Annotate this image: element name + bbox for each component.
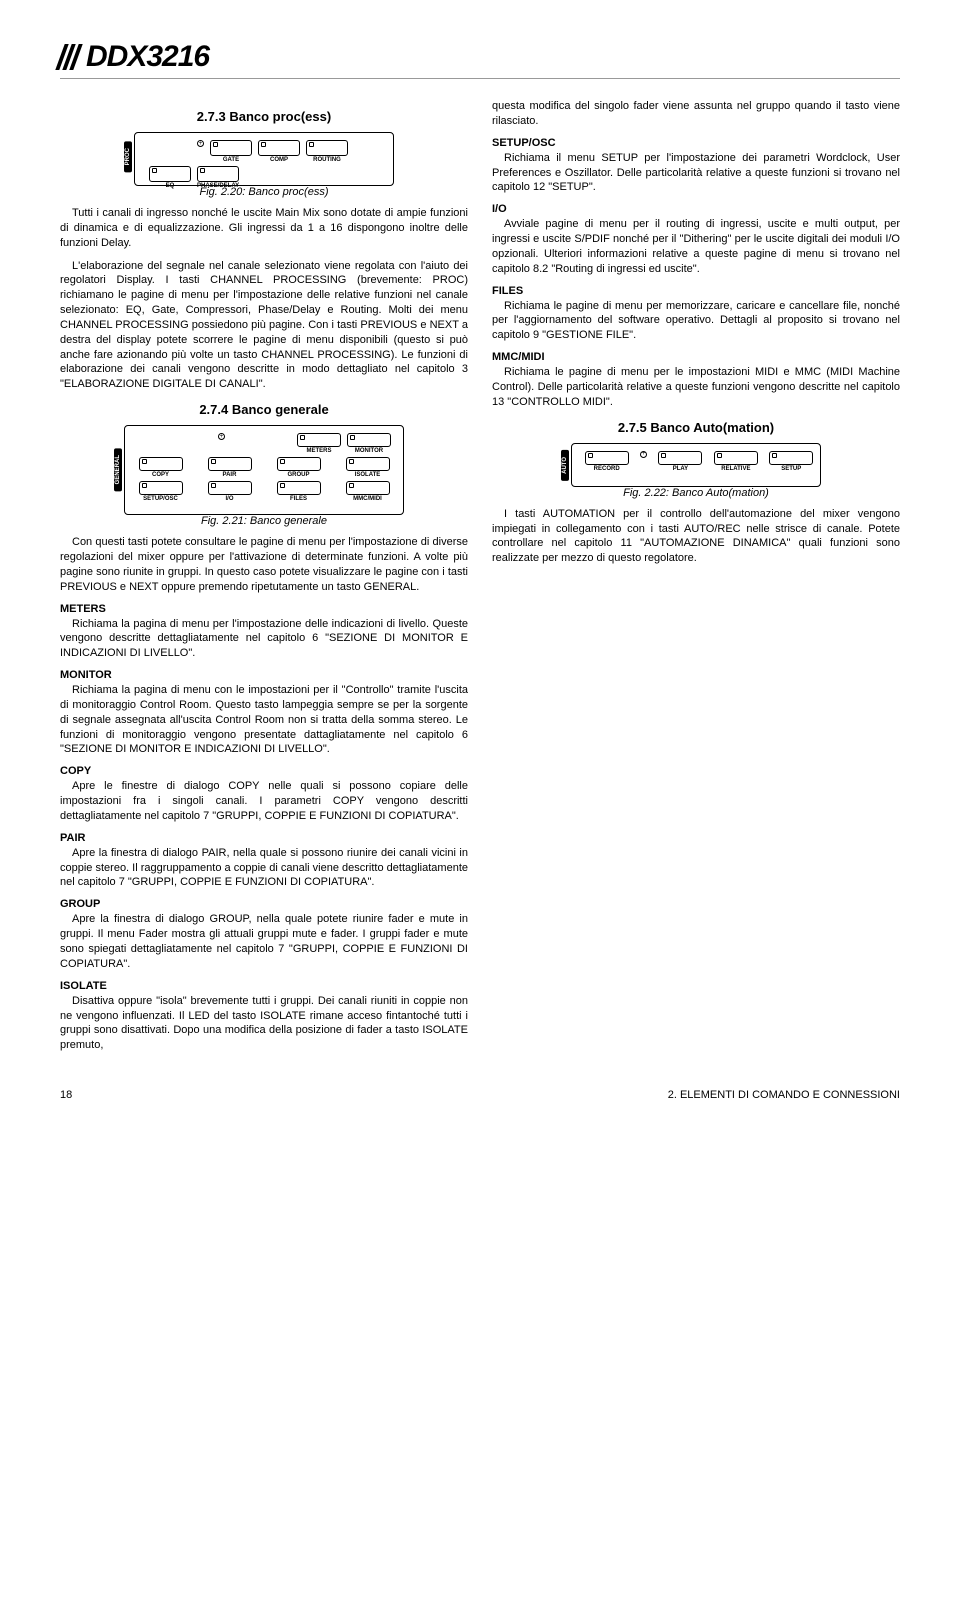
btn-pair-label: PAIR [223, 472, 237, 478]
page: DDX3216 2.7.3 Banco proc(ess) PROC GATE … [0, 0, 960, 1131]
screw-icon [640, 451, 647, 458]
group-heading: GROUP [60, 898, 468, 910]
mmcmidi-heading: MMC/MIDI [492, 351, 900, 363]
btn-setuposc-label: SETUP/OSC [143, 496, 178, 502]
io-heading: I/O [492, 203, 900, 215]
right-column: questa modifica del singolo fader viene … [492, 99, 900, 1061]
fig-2-22-caption: Fig. 2.22: Banco Auto(mation) [492, 487, 900, 499]
btn-gate-label: GATE [223, 157, 239, 163]
section-2-7-3-title: 2.7.3 Banco proc(ess) [60, 109, 468, 124]
meters-heading: METERS [60, 603, 468, 615]
mmcmidi-text: Richiama le pagine di menu per le impost… [492, 365, 900, 410]
meters-text: Richiama la pagina di menu per l'imposta… [60, 617, 468, 662]
isolate-heading: ISOLATE [60, 980, 468, 992]
logo-text: DDX3216 [86, 40, 209, 74]
sec273-p2: L'elaborazione del segnale nel canale se… [60, 259, 468, 393]
btn-setup-label: SETUP [781, 466, 801, 472]
btn-eq-label: EQ [166, 183, 175, 189]
logo-header: DDX3216 [60, 40, 900, 79]
page-footer: 18 2. ELEMENTI DI COMANDO E CONNESSIONI [60, 1089, 900, 1101]
monitor-heading: MONITOR [60, 669, 468, 681]
figure-proc-panel: PROC GATE COMP ROUTING EQ PHASE/DELAY [134, 132, 394, 186]
btn-phasedelay-label: PHASE/DELAY [197, 183, 239, 189]
section-2-7-4-title: 2.7.4 Banco generale [60, 402, 468, 417]
logo-stripes-icon [60, 44, 78, 70]
content-columns: 2.7.3 Banco proc(ess) PROC GATE COMP ROU… [60, 99, 900, 1061]
files-text: Richiama le pagine di menu per memorizza… [492, 299, 900, 344]
chapter-title: 2. ELEMENTI DI COMANDO E CONNESSIONI [668, 1089, 900, 1101]
sec273-p1: Tutti i canali di ingresso nonché le usc… [60, 206, 468, 251]
btn-monitor-label: MONITOR [355, 448, 383, 454]
files-heading: FILES [492, 285, 900, 297]
sec274-intro: Con questi tasti potete consultare le pa… [60, 535, 468, 594]
btn-comp-label: COMP [270, 157, 288, 163]
fig-2-21-caption: Fig. 2.21: Banco generale [60, 515, 468, 527]
btn-meters-label: METERS [306, 448, 331, 454]
group-text: Apre la finestra di dialogo GROUP, nella… [60, 912, 468, 971]
setuposc-text: Richiama il menu SETUP per l'impostazion… [492, 151, 900, 196]
io-text: Avviale pagine di menu per il routing di… [492, 217, 900, 276]
btn-mmcmidi-label: MMC/MIDI [353, 496, 382, 502]
screw-icon [218, 433, 225, 440]
btn-isolate-label: ISOLATE [355, 472, 381, 478]
section-2-7-5-title: 2.7.5 Banco Auto(mation) [492, 420, 900, 435]
btn-record-label: RECORD [594, 466, 620, 472]
left-column: 2.7.3 Banco proc(ess) PROC GATE COMP ROU… [60, 99, 468, 1061]
proc-side-tab: PROC [124, 141, 132, 172]
auto-side-tab: AUTO [561, 450, 569, 481]
page-number: 18 [60, 1089, 72, 1101]
pair-text: Apre la finestra di dialogo PAIR, nella … [60, 846, 468, 891]
figure-auto-panel: AUTO RECORD PLAY RELATIVE SETUP [571, 443, 821, 487]
copy-heading: COPY [60, 765, 468, 777]
setuposc-heading: SETUP/OSC [492, 137, 900, 149]
copy-text: Apre le finestre di dialogo COPY nelle q… [60, 779, 468, 824]
isolate-text: Disattiva oppure "isola" brevemente tutt… [60, 994, 468, 1053]
btn-files-label: FILES [290, 496, 307, 502]
monitor-text: Richiama la pagina di menu con le impost… [60, 683, 468, 757]
btn-relative-label: RELATIVE [721, 466, 750, 472]
pair-heading: PAIR [60, 832, 468, 844]
btn-io-label: I/O [225, 496, 233, 502]
btn-play-label: PLAY [673, 466, 688, 472]
sec275-text: I tasti AUTOMATION per il controllo dell… [492, 507, 900, 566]
btn-group-label: GROUP [287, 472, 309, 478]
screw-icon [197, 140, 204, 147]
btn-routing-label: ROUTING [313, 157, 341, 163]
continuation-text: questa modifica del singolo fader viene … [492, 99, 900, 129]
general-side-tab: GENERAL [114, 448, 122, 491]
btn-copy-label: COPY [152, 472, 169, 478]
figure-general-panel: GENERAL METERS MONITOR COPY PAIR GROUP I… [124, 425, 404, 515]
